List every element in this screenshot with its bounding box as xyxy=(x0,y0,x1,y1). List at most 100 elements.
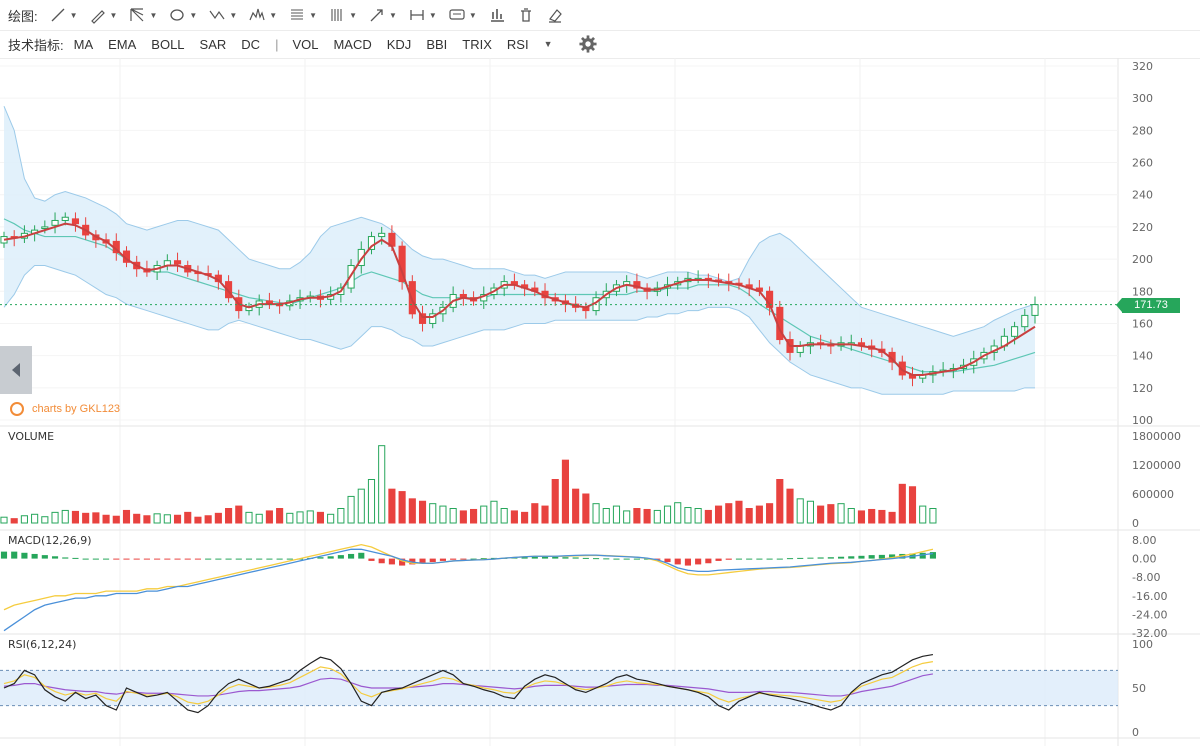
trash-icon xyxy=(520,8,531,22)
macd-hist-bar xyxy=(725,558,732,560)
indicator-macd[interactable]: MACD xyxy=(333,36,372,52)
tool-comment-tool[interactable]: ▼ xyxy=(445,4,480,26)
volume-bar xyxy=(0,516,8,524)
macd-hist-bar xyxy=(133,558,140,560)
volume-bar xyxy=(439,505,447,524)
volume-bar xyxy=(378,445,386,524)
indicator-kdj[interactable]: KDJ xyxy=(386,36,412,52)
candle-body xyxy=(378,232,386,238)
tool-dropdown-caret-icon[interactable]: ▼ xyxy=(428,10,437,20)
range-tool-icon xyxy=(410,10,424,20)
tool-trash[interactable] xyxy=(514,4,538,26)
tool-line-tool[interactable]: ▼ xyxy=(46,4,81,26)
macd-hist-bar xyxy=(807,557,814,559)
macd-histogram xyxy=(0,551,936,566)
tool-dropdown-caret-icon[interactable]: ▼ xyxy=(349,10,357,20)
volume-bar xyxy=(766,503,774,524)
tool-pattern-tool[interactable]: ▼ xyxy=(205,4,240,26)
volume-bar xyxy=(633,508,641,524)
volume-bars xyxy=(0,445,937,524)
volume-bar xyxy=(143,515,151,524)
caret-down-icon[interactable]: ▼ xyxy=(543,39,553,49)
gear-icon[interactable] xyxy=(578,35,597,53)
volume-tick-label: 600000 xyxy=(1132,488,1174,501)
tool-arrow-tool[interactable]: ▼ xyxy=(365,4,400,26)
volume-bar xyxy=(561,459,569,524)
pattern-tool-icon xyxy=(209,10,225,20)
macd-hist-bar xyxy=(776,558,783,560)
indicator-sar[interactable]: SAR xyxy=(199,36,227,52)
tool-fib-fan[interactable]: ▼ xyxy=(125,4,160,26)
volume-bar xyxy=(245,511,253,524)
tool-pencil-tool[interactable]: ▼ xyxy=(86,4,121,26)
watermark: charts by GKL123 xyxy=(10,402,120,416)
volume-bar xyxy=(541,505,549,524)
tool-fib-retracement[interactable]: ▼ xyxy=(285,4,320,26)
volume-bar xyxy=(684,507,692,524)
rsi-tick-label: 50 xyxy=(1132,682,1146,695)
macd-hist-bar xyxy=(399,558,406,566)
candles xyxy=(0,212,1039,387)
volume-bar xyxy=(725,503,733,524)
candle-body xyxy=(898,361,906,376)
macd-hist-bar xyxy=(0,551,8,559)
macd-hist-bar xyxy=(644,558,651,560)
rsi-band-fill xyxy=(0,670,1118,706)
macd-hist-bar xyxy=(154,558,161,560)
macd-hist-bar xyxy=(21,552,28,559)
indicator-bbi[interactable]: BBI xyxy=(426,36,448,52)
tool-dropdown-caret-icon[interactable]: ▼ xyxy=(149,10,158,20)
tool-dropdown-caret-icon[interactable]: ▼ xyxy=(389,10,397,20)
macd-hist-bar xyxy=(439,558,447,561)
macd-hist-bar xyxy=(735,558,743,560)
volume-bar xyxy=(357,488,365,524)
volume-bar xyxy=(643,508,651,524)
macd-hist-bar xyxy=(878,554,885,559)
tool-dropdown-caret-icon[interactable]: ▼ xyxy=(69,10,78,20)
tool-dropdown-caret-icon[interactable]: ▼ xyxy=(109,10,118,20)
indicator-ema[interactable]: EMA xyxy=(108,36,137,52)
tool-range-tool[interactable]: ▼ xyxy=(405,4,440,26)
volume-bar xyxy=(398,491,406,524)
tool-dropdown-caret-icon[interactable]: ▼ xyxy=(189,10,198,20)
macd-hist-bar xyxy=(552,556,559,559)
macd-hist-bar xyxy=(848,556,855,559)
indicator-trix[interactable]: TRIX xyxy=(462,36,492,52)
volume-bar xyxy=(592,503,600,524)
price-tick-label: 320 xyxy=(1132,60,1153,73)
left-arrow-icon xyxy=(12,363,20,377)
indicator-vol[interactable]: VOL xyxy=(292,36,319,52)
tool-dropdown-caret-icon[interactable]: ▼ xyxy=(468,10,477,20)
macd-hist-bar xyxy=(756,558,763,560)
tool-head-shoulders[interactable]: ▼ xyxy=(245,4,280,26)
volume-bar xyxy=(551,479,559,524)
tool-dropdown-caret-icon[interactable]: ▼ xyxy=(229,10,238,20)
volume-bar xyxy=(500,508,508,524)
collapse-panel-button[interactable] xyxy=(0,346,32,394)
indicator-ma[interactable]: MA xyxy=(73,36,94,52)
indicator-rsi[interactable]: RSI xyxy=(506,36,529,52)
bollinger-upper-line xyxy=(3,106,1036,337)
volume-bar xyxy=(602,508,610,524)
tool-dropdown-caret-icon[interactable]: ▼ xyxy=(309,10,318,20)
indicator-dc[interactable]: DC xyxy=(241,36,261,52)
tool-vertical-lines[interactable]: ▼ xyxy=(325,4,360,26)
macd-hist-bar xyxy=(276,558,283,560)
volume-bar xyxy=(276,508,284,524)
tool-dropdown-caret-icon[interactable]: ▼ xyxy=(269,10,278,20)
tool-bar-chart[interactable] xyxy=(485,4,509,26)
volume-bar xyxy=(817,505,825,524)
macd-hist-bar xyxy=(715,558,722,561)
macd-hist-bar xyxy=(562,557,569,559)
price-tick-label: 140 xyxy=(1132,350,1153,363)
tool-ellipse-tool[interactable]: ▼ xyxy=(165,4,200,26)
tool-eraser[interactable] xyxy=(543,4,567,26)
volume-bar xyxy=(806,500,814,524)
macd-hist-bar xyxy=(490,557,498,559)
stock-chart[interactable]: 320 300 280 260 240 220 200 180 160 140 120 100 1800… xyxy=(0,58,1200,746)
volume-bar xyxy=(122,509,131,524)
comment-tool-icon xyxy=(449,9,465,20)
indicator-boll[interactable]: BOLL xyxy=(151,36,185,52)
candle-body xyxy=(173,260,182,265)
moving-average-line xyxy=(3,222,1036,376)
